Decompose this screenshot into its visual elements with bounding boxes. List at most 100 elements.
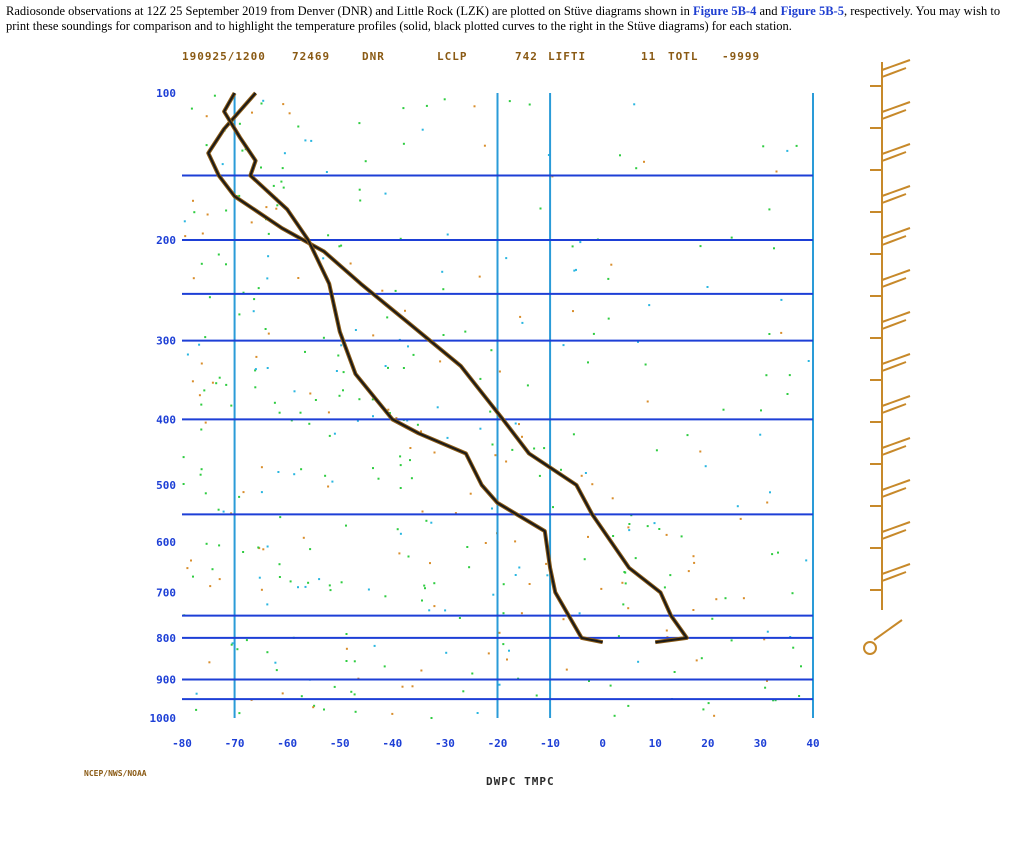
grid-dot: [209, 585, 212, 588]
grid-dot: [611, 497, 614, 500]
grid-dot: [282, 186, 285, 189]
grid-dot: [600, 587, 603, 590]
grid-dot: [345, 660, 348, 662]
grid-dot: [579, 241, 582, 244]
grid-dot: [384, 365, 387, 367]
grid-dot: [313, 704, 316, 707]
grid-dot: [508, 100, 511, 103]
grid-dot: [304, 350, 306, 353]
grid-dot: [260, 466, 263, 469]
grid-dot: [441, 270, 444, 273]
grid-dot: [502, 643, 505, 646]
grid-dot: [584, 472, 587, 474]
grid-dot: [251, 111, 253, 114]
grid-dot: [634, 557, 637, 560]
grid-dot: [484, 542, 487, 544]
grid-dot: [328, 584, 331, 587]
wind-barb: [881, 403, 907, 414]
grid-dot: [309, 548, 312, 551]
grid-dot: [765, 374, 768, 377]
wind-barb: [881, 353, 911, 365]
grid-dot: [788, 374, 791, 377]
grid-dot: [192, 575, 194, 578]
wind-barb: [881, 521, 911, 533]
grid-dot: [364, 160, 367, 163]
grid-dot: [215, 382, 218, 385]
grid-dot: [310, 139, 313, 142]
grid-dot: [695, 659, 698, 662]
grid-dot: [198, 394, 201, 397]
grid-dot: [613, 714, 616, 717]
grid-dot: [278, 563, 281, 566]
wind-barb: [881, 395, 911, 407]
grid-dot: [200, 428, 203, 431]
grid-dot: [383, 665, 386, 668]
grid-dot: [768, 333, 771, 335]
grid-dot: [182, 483, 185, 485]
grid-dot: [272, 184, 275, 187]
grid-dot: [490, 349, 493, 352]
grid-dot: [186, 567, 189, 570]
grid-dot: [200, 403, 203, 406]
grid-dot: [399, 237, 402, 240]
grid-dot: [687, 570, 690, 573]
grid-dot: [521, 321, 524, 324]
grid-dot: [764, 686, 767, 689]
grid-dot: [686, 434, 689, 437]
grid-dot: [260, 102, 263, 105]
grid-dot: [323, 708, 325, 711]
wind-barb: [881, 109, 907, 120]
grid-dot: [479, 377, 482, 380]
grid-dot: [406, 419, 409, 422]
header-datetime: 190925/1200: [182, 50, 266, 63]
grid-dot: [225, 263, 227, 266]
grid-dot: [387, 408, 390, 411]
background-dot-field: [182, 94, 810, 719]
grid-dot: [492, 593, 495, 596]
grid-dot: [637, 660, 640, 663]
grid-dot: [713, 714, 716, 717]
grid-dot: [276, 204, 279, 207]
grid-dot: [281, 167, 284, 170]
grid-dot: [267, 232, 270, 235]
grid-dot: [200, 362, 203, 365]
intro-text-before: Radiosonde observations at 12Z 25 Septem…: [6, 4, 694, 18]
grid-dot: [260, 491, 263, 494]
intro-text-after: , respectively. You may wish to print th…: [6, 4, 1001, 33]
wind-barb: [881, 269, 911, 281]
grid-dot: [359, 199, 362, 202]
grid-dot: [205, 115, 208, 118]
grid-dot: [307, 581, 310, 584]
grid-dot: [635, 167, 638, 170]
grid-dot: [673, 671, 676, 673]
grid-dot: [372, 467, 374, 470]
grid-dot: [433, 605, 436, 608]
grid-dot: [217, 508, 220, 511]
figure-5b-4-link[interactable]: Figure 5B-4: [693, 4, 757, 18]
pressure-tick: 1000: [150, 712, 177, 725]
grid-dot: [300, 695, 303, 698]
grid-dot: [354, 329, 357, 331]
grid-dot: [462, 690, 465, 693]
grid-dot: [739, 517, 742, 520]
header-index4: TOTL: [668, 50, 699, 63]
grid-dot: [587, 361, 589, 364]
grid-dot: [394, 289, 397, 292]
grid-dot: [442, 288, 445, 291]
grid-dot: [257, 546, 260, 549]
grid-dot: [468, 566, 471, 569]
figure-5b-5-link[interactable]: Figure 5B-5: [780, 4, 844, 18]
grid-dot: [699, 450, 702, 453]
grid-dot: [206, 213, 209, 216]
grid-dot: [278, 411, 281, 414]
grid-dot: [222, 510, 225, 513]
grid-dot: [730, 639, 733, 642]
pressure-tick: 100: [156, 87, 176, 100]
grid-dot: [267, 332, 270, 335]
grid-dot: [204, 421, 207, 424]
grid-dot: [322, 257, 325, 260]
grid-dot: [446, 233, 449, 236]
grid-dot: [578, 612, 581, 615]
grid-dot: [333, 685, 336, 688]
grid-dot: [445, 651, 448, 654]
